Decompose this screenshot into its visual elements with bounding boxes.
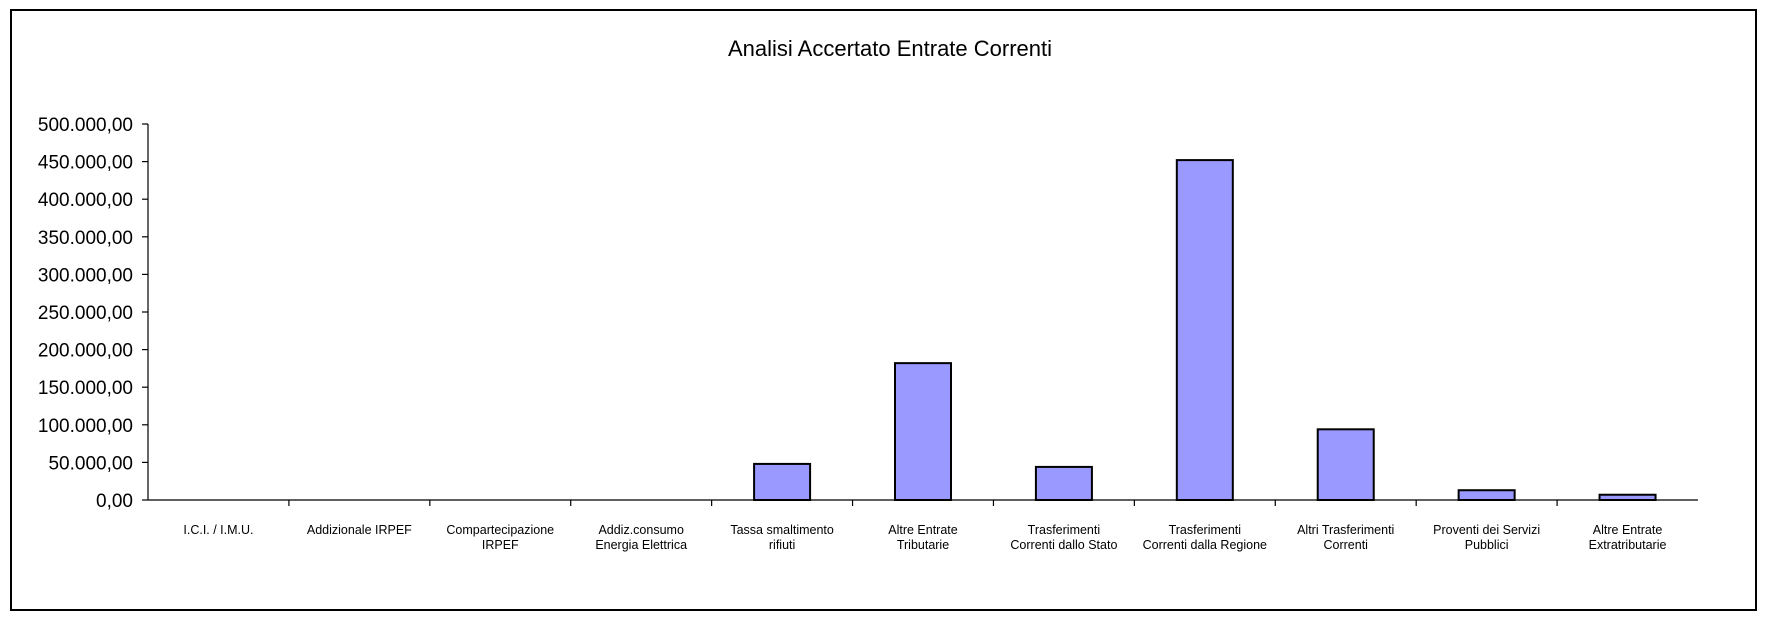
chart-title: Analisi Accertato Entrate Correnti xyxy=(728,36,1052,61)
y-tick-label: 0,00 xyxy=(96,491,133,512)
y-tick-label: 300.000,00 xyxy=(38,265,133,286)
y-tick-label: 450.000,00 xyxy=(38,153,133,174)
bar xyxy=(1175,159,1234,501)
y-tick-label: 200.000,00 xyxy=(38,341,133,362)
x-tick-label: Proventi dei Servizi Pubblici xyxy=(1433,523,1540,552)
x-tick-label: Trasferimenti Correnti dalla Regione xyxy=(1143,523,1267,552)
x-tick-label: Altri Trasferimenti Correnti xyxy=(1297,523,1394,552)
y-tick-label: 50.000,00 xyxy=(48,453,133,474)
bar xyxy=(1316,428,1375,502)
x-tick-label: Addizionale IRPEF xyxy=(307,523,412,537)
x-tick-label: Altre Entrate Tributarie xyxy=(888,523,958,552)
bar xyxy=(894,362,952,501)
chart-frame xyxy=(10,9,1757,611)
x-tick-label: I.C.I. / I.M.U. xyxy=(183,523,253,537)
y-axis-ticks: 0,00 50.000,00 100.000,00 150.000,00 200.000… xyxy=(38,115,148,512)
bar xyxy=(1457,489,1516,501)
bar xyxy=(1598,493,1657,501)
bars xyxy=(753,159,1657,502)
y-tick-label: 350.000,00 xyxy=(38,228,133,249)
x-tick-label: Altre Entrate Extratributarie xyxy=(1589,523,1667,552)
y-tick-label: 400.000,00 xyxy=(38,190,133,211)
y-tick-label: 250.000,00 xyxy=(38,303,133,324)
bar xyxy=(753,462,812,501)
x-tick-label: Compartecipazione IRPEF xyxy=(446,523,554,552)
y-tick-label: 100.000,00 xyxy=(38,416,133,437)
x-tick-label: Trasferimenti Correnti dallo Stato xyxy=(1010,523,1117,552)
y-tick-label: 150.000,00 xyxy=(38,378,133,399)
x-tick-label: Addiz.consumo Energia Elettrica xyxy=(595,523,687,552)
x-tick-label: Tassa smaltimento rifiuti xyxy=(730,523,834,552)
x-axis-ticks: I.C.I. / I.M.U. Addizionale IRPEF Comparte… xyxy=(183,500,1666,552)
y-tick-label: 500.000,00 xyxy=(38,115,133,136)
bar xyxy=(1034,465,1093,501)
